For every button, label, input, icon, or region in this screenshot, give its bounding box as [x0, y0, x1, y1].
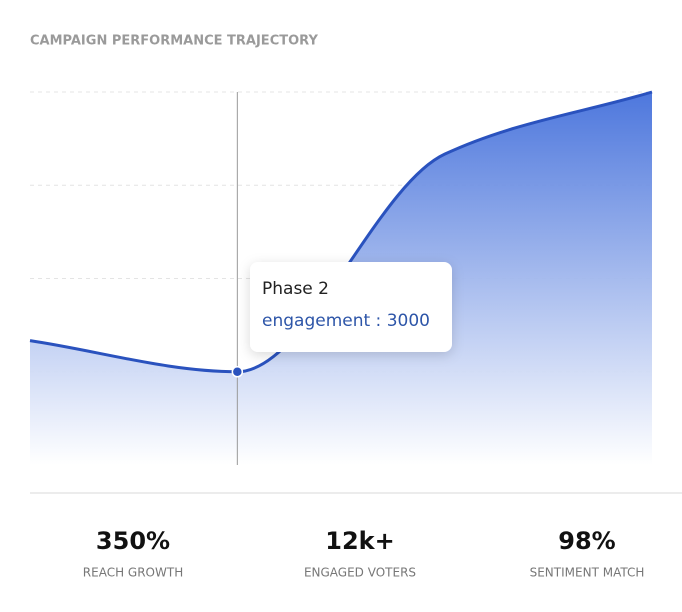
tooltip-box: [250, 262, 452, 352]
stat-label: SENTIMENT MATCH: [530, 566, 645, 580]
series-name: engagement: [262, 311, 370, 331]
title: CAMPAIGN PERFORMANCE TRAJECTORY: [30, 34, 318, 49]
stat-value: 98%: [558, 527, 615, 555]
stat-value: 12k+: [325, 527, 394, 555]
stats: 350% REACH GROWTH 12k+ ENGAGED VOTERS 98% SEN…: [83, 527, 645, 580]
tooltip: Phase 2 engagement : 3000: [250, 262, 452, 352]
stat-label: REACH GROWTH: [83, 566, 183, 580]
tooltip-title: Phase 2: [262, 279, 329, 299]
tooltip-value: engagement : 3000: [262, 311, 430, 331]
series-value: 3000: [387, 311, 430, 331]
stat-label: ENGAGED VOTERS: [304, 566, 416, 580]
stat-value: 350%: [96, 527, 170, 555]
plot: Phase 2 engagement : 3000: [29, 90, 653, 465]
hover-point: [231, 366, 244, 378]
